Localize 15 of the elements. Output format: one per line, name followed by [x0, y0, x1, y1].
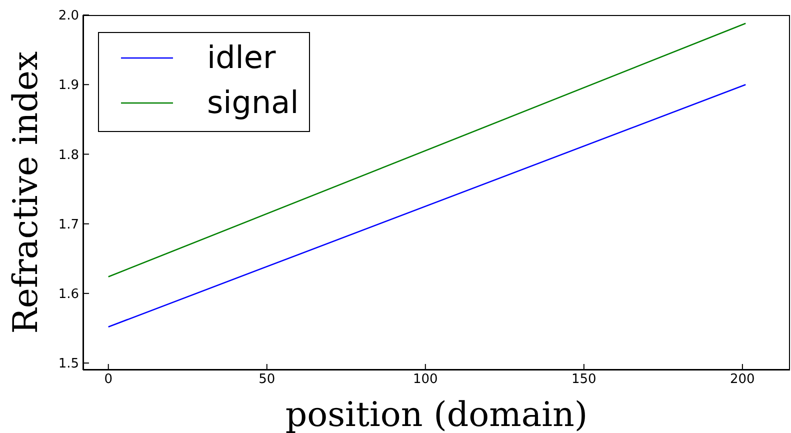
x-tick-label: 150 — [572, 372, 596, 388]
x-tick-label: 200 — [730, 372, 755, 388]
y-tick-label: 1.6 — [58, 287, 79, 302]
y-axis-title: Refractive index — [6, 51, 46, 334]
y-tick-label: 1.8 — [58, 148, 79, 163]
y-tick-label: 2.0 — [58, 8, 79, 24]
legend-label: signal — [207, 84, 299, 120]
legend-label: idler — [207, 40, 276, 76]
x-tick-label: 50 — [258, 372, 276, 388]
y-tick-label: 1.7 — [58, 217, 79, 232]
y-tick-label: 1.5 — [58, 356, 79, 372]
x-tick-label: 0 — [104, 372, 113, 388]
x-tick-label: 100 — [412, 372, 438, 388]
x-axis-title: position (domain) — [285, 395, 588, 433]
y-tick-label: 1.9 — [58, 78, 79, 94]
